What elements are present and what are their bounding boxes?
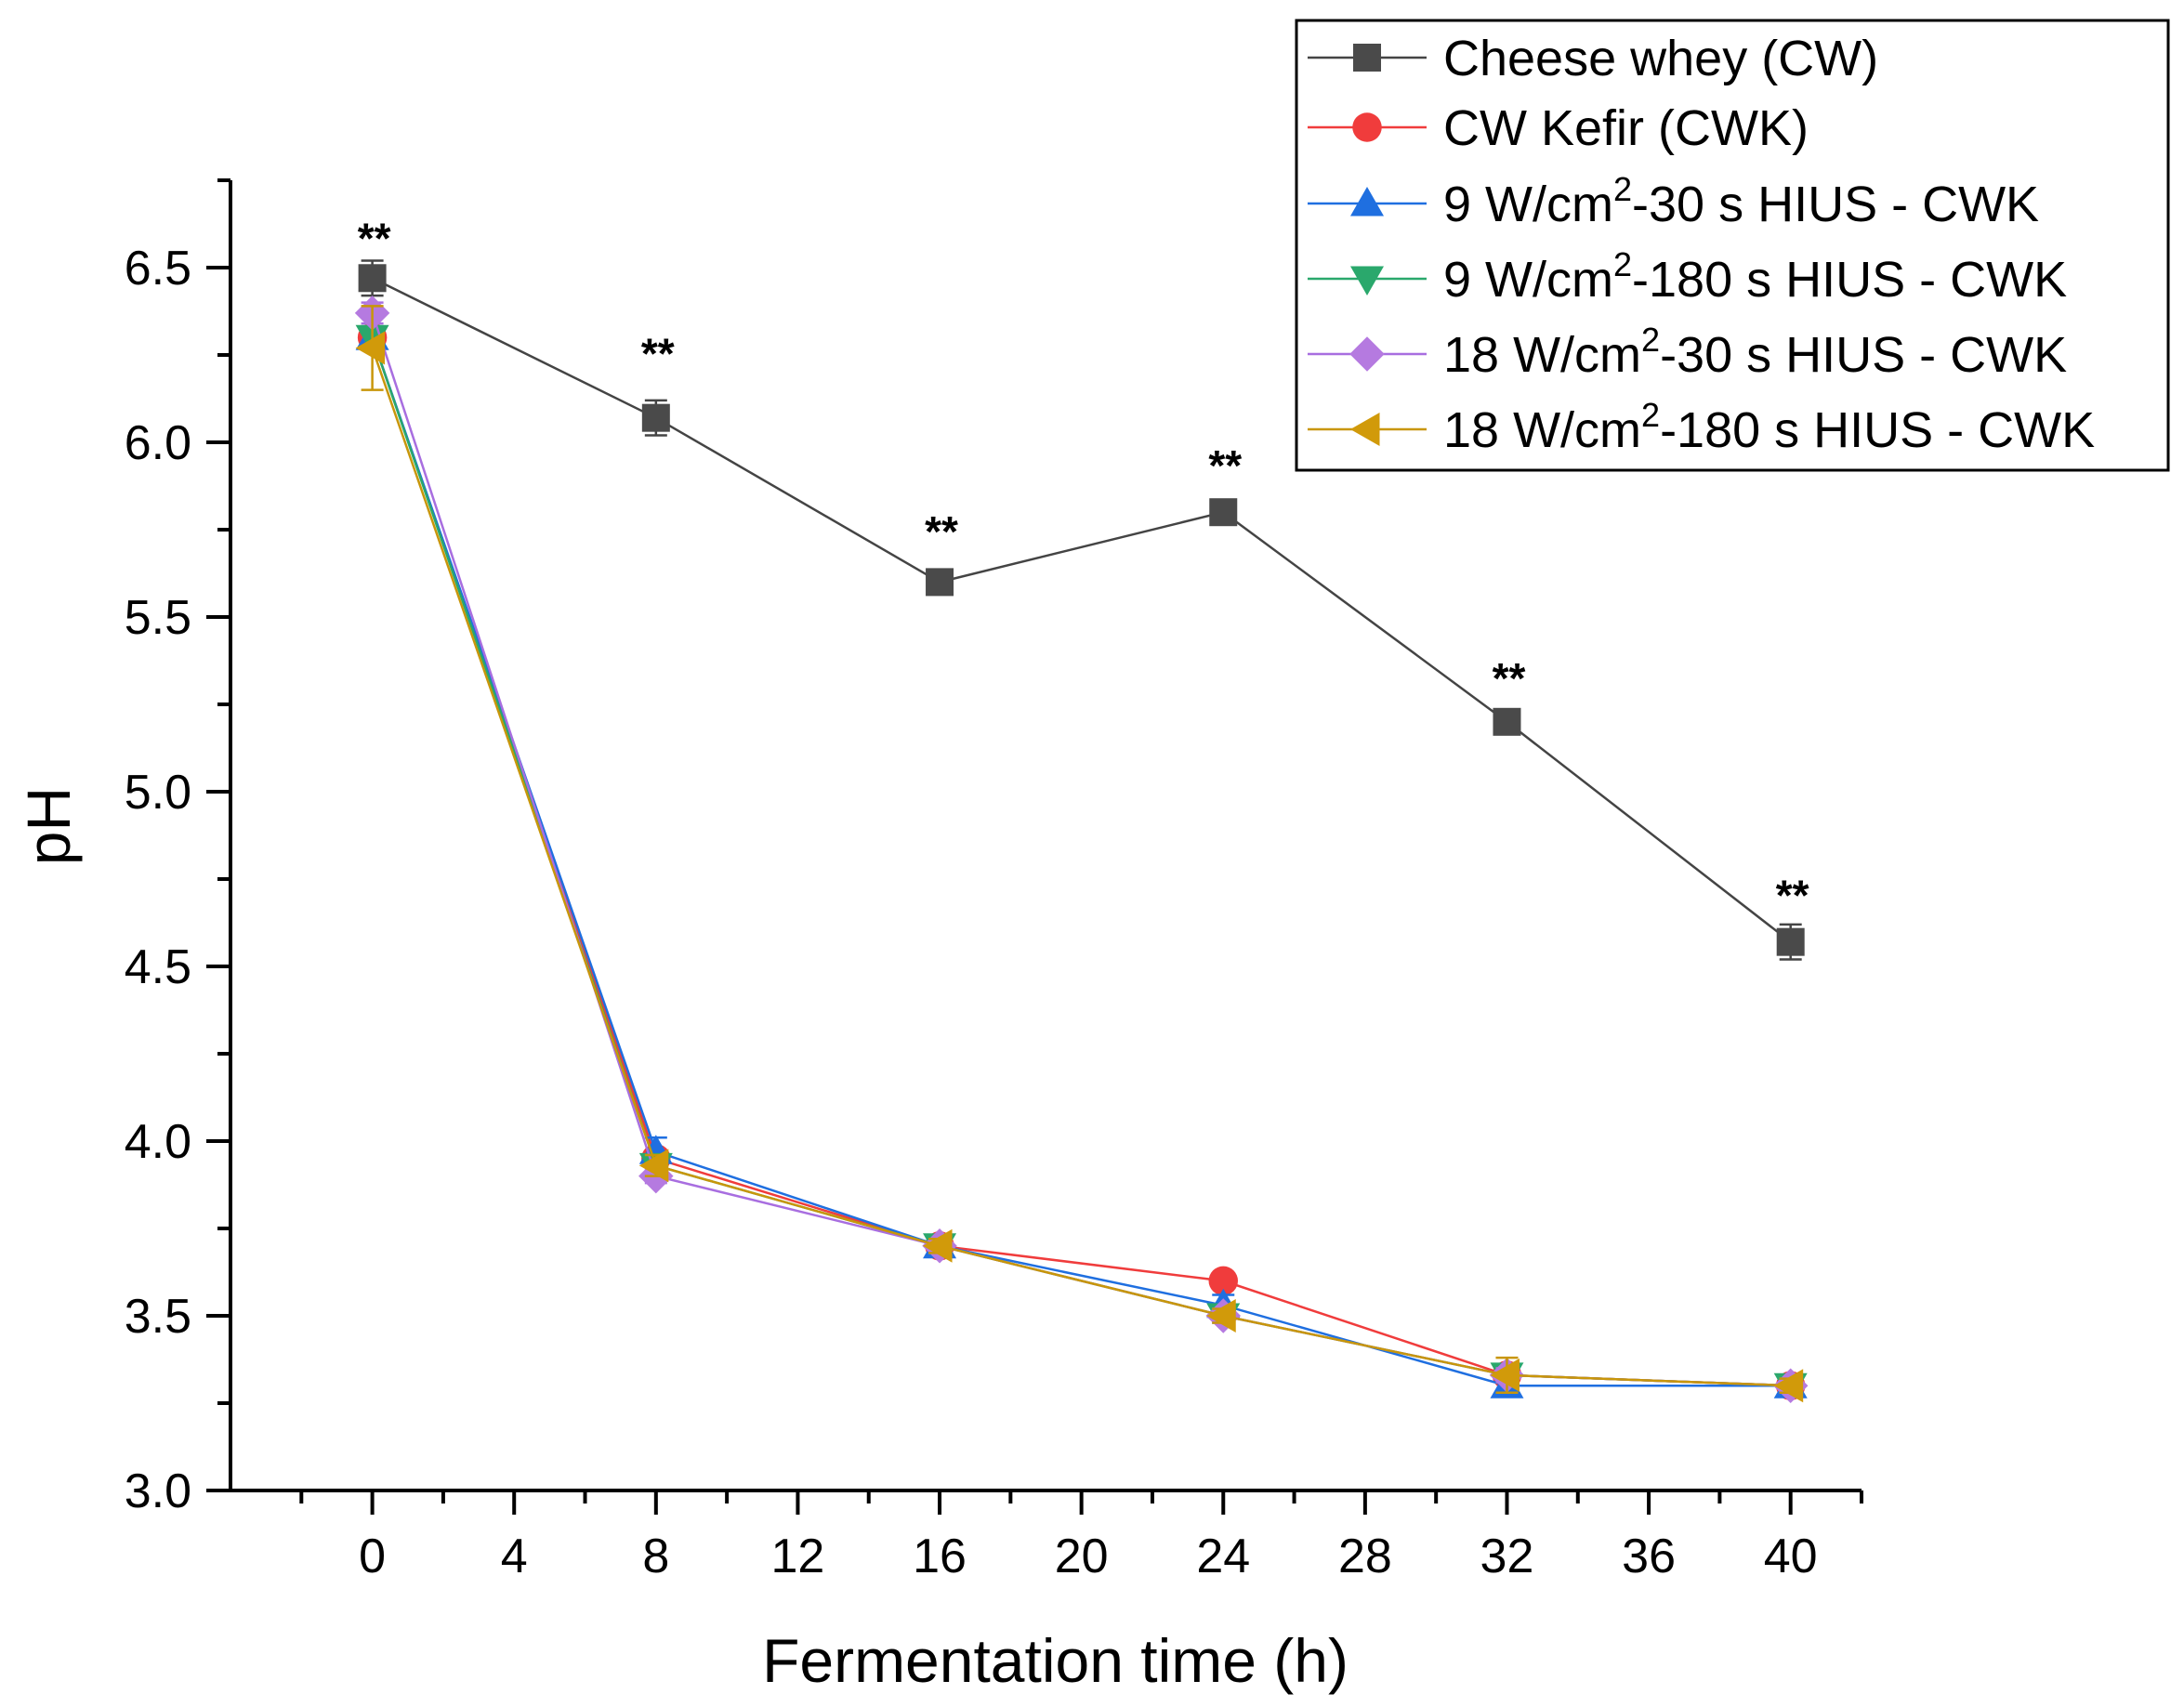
- data-point: [358, 264, 387, 293]
- series-line: [371, 348, 1791, 1387]
- significance-label: **: [1493, 654, 1526, 702]
- legend: Cheese whey (CW) CW Kefir (CWK) 9 W/cm2-30…: [1295, 19, 2170, 472]
- data-point: [1776, 927, 1805, 956]
- x-tick-label: 32: [1480, 1530, 1534, 1583]
- y-axis-title: pH: [14, 787, 83, 865]
- significance-label: **: [1776, 871, 1809, 919]
- x-tick-label: 40: [1764, 1530, 1818, 1583]
- x-tick-label: 16: [913, 1530, 967, 1583]
- data-point: [638, 1149, 669, 1183]
- series-4: [355, 324, 1808, 1403]
- axes: 0 4 8 12 16 20 24 28 32 36 40 3.0 3.5 4.0 4.5 5.0 5.5 6.0…: [125, 178, 1863, 1583]
- legend-item: 18 W/cm2-180 s HIUS - CWK: [1308, 396, 2095, 458]
- y-tick-label: 3.0: [125, 1464, 191, 1518]
- legend-item: 9 W/cm2-30 s HIUS - CWK: [1308, 170, 2039, 232]
- data-point: [355, 331, 386, 365]
- data-point: [1206, 1299, 1236, 1333]
- y-tick-label: 5.5: [125, 591, 191, 645]
- series-2: [357, 322, 1806, 1400]
- y-tick-label: 4.0: [125, 1115, 191, 1169]
- y-tick-label: 3.5: [125, 1290, 191, 1344]
- data-point: [1209, 498, 1238, 527]
- data-point: [1773, 1369, 1804, 1403]
- series-3: [355, 321, 1808, 1398]
- series-line: [371, 336, 1791, 1387]
- annotations: ** ** ** ** ** **: [358, 214, 1809, 919]
- legend-label: Cheese whey (CW): [1443, 31, 1878, 86]
- series-layer: [354, 259, 1809, 1403]
- series-line: [371, 312, 1791, 1387]
- y-tick-label: 6.0: [125, 416, 191, 470]
- series-line: [371, 336, 1791, 1387]
- series-1: [358, 259, 1805, 961]
- x-tick-label: 4: [501, 1530, 528, 1583]
- series-6: [355, 305, 1804, 1403]
- legend-marker: [1350, 266, 1384, 295]
- legend-marker: [1349, 336, 1385, 372]
- x-tick-label: 28: [1338, 1530, 1392, 1583]
- legend-box: [1295, 19, 2170, 472]
- data-point: [1208, 1266, 1239, 1296]
- x-tick-label: 20: [1055, 1530, 1109, 1583]
- significance-label: **: [1208, 441, 1242, 490]
- legend-marker: [1352, 112, 1382, 142]
- significance-label: **: [641, 329, 675, 377]
- y-tick-label: 5.0: [125, 766, 191, 820]
- legend-item: 18 W/cm2-30 s HIUS - CWK: [1308, 321, 2067, 383]
- data-point: [923, 1228, 953, 1263]
- data-point: [1490, 1358, 1520, 1392]
- x-tick-label: 8: [642, 1530, 669, 1583]
- data-point: [641, 403, 670, 432]
- x-tick-label: 36: [1622, 1530, 1676, 1583]
- series-line: [371, 336, 1791, 1387]
- legend-item: CW Kefir (CWK): [1308, 100, 1809, 156]
- x-tick-label: 12: [771, 1530, 825, 1583]
- legend-label: 18 W/cm2-30 s HIUS - CWK: [1443, 321, 2067, 383]
- y-tick-label: 4.5: [125, 940, 191, 994]
- legend-marker: [1350, 187, 1384, 217]
- data-point: [1493, 707, 1521, 736]
- significance-label: **: [358, 214, 391, 262]
- y-tick-label: 6.5: [125, 242, 191, 295]
- legend-marker: [1353, 44, 1381, 72]
- series-line: [372, 277, 1792, 943]
- legend-marker: [1350, 413, 1380, 446]
- data-point: [926, 568, 954, 597]
- x-tick-label: 24: [1196, 1530, 1250, 1583]
- legend-label: 9 W/cm2-30 s HIUS - CWK: [1443, 170, 2039, 232]
- significance-label: **: [925, 507, 958, 556]
- x-axis-title: Fermentation time (h): [762, 1626, 1349, 1695]
- legend-label: CW Kefir (CWK): [1443, 100, 1809, 156]
- legend-label: 9 W/cm2-180 s HIUS - CWK: [1443, 245, 2067, 308]
- x-tick-label: 0: [359, 1530, 386, 1583]
- legend-item: Cheese whey (CW): [1308, 31, 1878, 86]
- legend-item: 9 W/cm2-180 s HIUS - CWK: [1308, 245, 2067, 308]
- legend-label: 18 W/cm2-180 s HIUS - CWK: [1443, 396, 2095, 458]
